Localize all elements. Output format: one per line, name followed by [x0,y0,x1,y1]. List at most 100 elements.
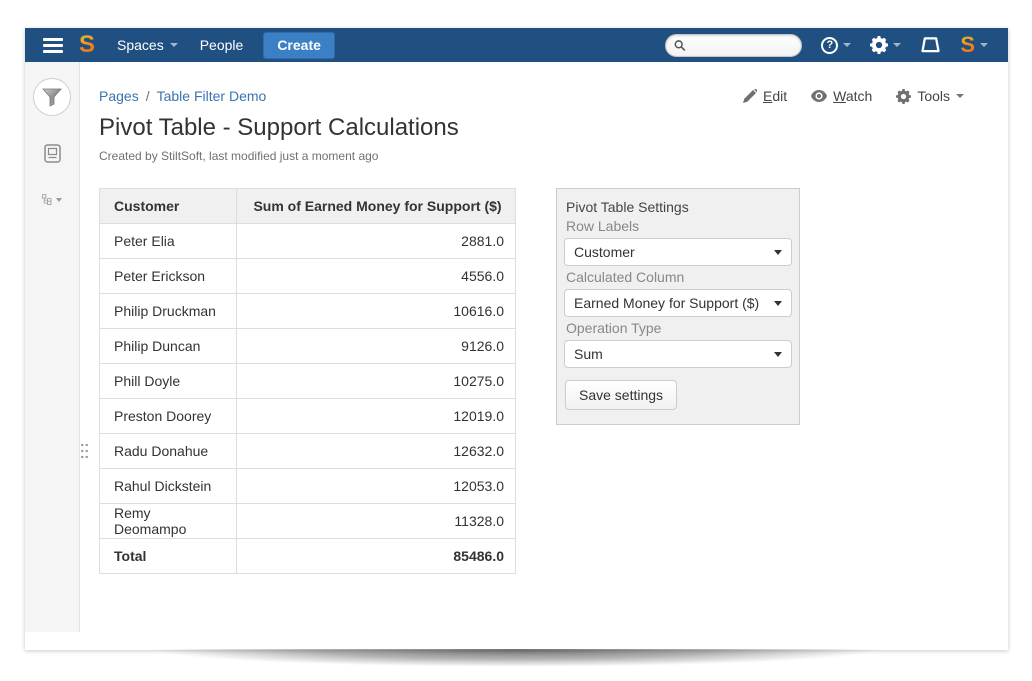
chevron-down-icon [980,43,988,47]
table-row: Preston Doorey 12019.0 [99,398,516,434]
page-content: Pages / Table Filter Demo Edit Watch [81,62,1008,574]
nav-people-label: People [199,37,244,53]
value-cell: 12053.0 [236,468,516,504]
admin-menu[interactable] [870,36,902,54]
breadcrumb: Pages / Table Filter Demo Edit Watch [99,88,978,104]
pencil-icon [743,89,757,103]
hamburger-icon[interactable] [43,35,63,56]
column-header-sum: Sum of Earned Money for Support ($) [236,188,516,224]
gear-icon [896,88,912,104]
value-cell: 9126.0 [236,328,516,364]
customer-cell: Rahul Dickstein [99,468,237,504]
chevron-down-icon [956,94,964,98]
search-box[interactable] [665,33,803,57]
pivot-table: Customer Sum of Earned Money for Support… [99,188,516,574]
screenshot-drop-shadow [32,649,1000,675]
edit-button[interactable]: Edit [743,88,787,104]
watch-label: Watch [833,88,873,104]
total-label-cell: Total [99,538,237,574]
value-cell: 12632.0 [236,433,516,469]
table-header-row: Customer Sum of Earned Money for Support… [99,188,516,224]
pivot-settings-panel: Pivot Table Settings Row Labels Customer… [556,188,800,425]
chevron-down-icon [843,43,852,47]
page-title: Pivot Table - Support Calculations [99,114,459,141]
table-row: Peter Elia 2881.0 [99,223,516,259]
calculated-column-label: Calculated Column [566,269,685,285]
value-cell: 10275.0 [236,363,516,399]
row-labels-select[interactable]: Customer [564,238,792,266]
tray-icon [921,37,940,53]
nav-people[interactable]: People [200,37,244,53]
sidebar-item-pages[interactable] [42,144,62,163]
help-menu[interactable]: ? [821,36,852,54]
nav-right-cluster: ? S [665,33,988,57]
watch-button[interactable]: Watch [811,88,872,104]
chevron-down-icon [169,43,178,47]
page-actions: Edit Watch Tools [743,88,964,104]
search-icon [674,39,686,51]
value-cell: 10616.0 [236,293,516,329]
value-cell: 12019.0 [236,398,516,434]
breadcrumb-separator: / [145,88,150,104]
help-icon: ? [821,36,839,54]
table-row: Remy Deomampo 11328.0 [99,503,516,539]
breadcrumb-pages-link[interactable]: Pages [99,88,139,104]
select-arrow-icon [774,300,782,306]
select-arrow-icon [774,351,782,357]
customer-cell: Philip Duncan [99,328,237,364]
page-icon [43,144,61,163]
customer-cell: Preston Doorey [99,398,237,434]
row-labels-label: Row Labels [566,218,640,234]
calculated-column-value: Earned Money for Support ($) [574,295,760,311]
select-arrow-icon [774,249,782,255]
value-cell: 11328.0 [236,503,516,539]
customer-cell: Remy Deomampo [99,503,237,539]
stiltsoft-logo[interactable]: S [79,31,96,58]
table-row: Rahul Dickstein 12053.0 [99,468,516,504]
search-input[interactable] [686,38,794,52]
value-cell: 4556.0 [236,258,516,294]
user-menu[interactable]: S [960,33,988,57]
app-window: S Spaces People Create ? [25,28,1008,650]
breadcrumb-space-link[interactable]: Table Filter Demo [156,88,267,104]
customer-cell: Radu Donahue [99,433,237,469]
row-labels-value: Customer [574,244,635,260]
table-row: Philip Druckman 10616.0 [99,293,516,329]
nav-spaces[interactable]: Spaces [117,37,178,53]
tree-icon [42,194,52,205]
space-logo[interactable] [33,78,71,116]
settings-title: Pivot Table Settings [566,199,689,215]
top-nav: S Spaces People Create ? [25,28,1008,62]
calculated-column-select[interactable]: Earned Money for Support ($) [564,289,792,317]
eye-icon [811,90,828,102]
table-row: Phill Doyle 10275.0 [99,363,516,399]
table-row: Peter Erickson 4556.0 [99,258,516,294]
total-value-cell: 85486.0 [236,538,516,574]
customer-cell: Peter Elia [99,223,237,259]
table-row: Philip Duncan 9126.0 [99,328,516,364]
operation-type-select[interactable]: Sum [564,340,792,368]
save-settings-button[interactable]: Save settings [565,380,678,410]
table-row: Radu Donahue 12632.0 [99,433,516,469]
operation-type-value: Sum [574,346,603,362]
operation-type-label: Operation Type [566,320,662,336]
gear-icon [870,36,889,54]
table-total-row: Total 85486.0 [99,538,516,574]
create-button[interactable]: Create [263,31,335,59]
customer-cell: Philip Druckman [99,293,237,329]
sidebar-item-tree[interactable] [42,191,62,208]
page-byline: Created by StiltSoft, last modified just… [99,149,379,163]
tools-button[interactable]: Tools [896,88,964,104]
value-cell: 2881.0 [236,223,516,259]
user-logo: S [960,32,975,57]
edit-label: Edit [763,88,788,104]
tools-label: Tools [917,88,950,104]
column-header-customer: Customer [99,188,237,224]
notifications[interactable] [920,37,941,53]
customer-cell: Peter Erickson [99,258,237,294]
nav-spaces-label: Spaces [117,37,164,53]
chevron-down-icon [56,197,62,202]
sidebar-resize-handle[interactable] [80,442,89,461]
space-sidebar [25,62,80,632]
space-logo-funnel-icon [42,88,62,107]
